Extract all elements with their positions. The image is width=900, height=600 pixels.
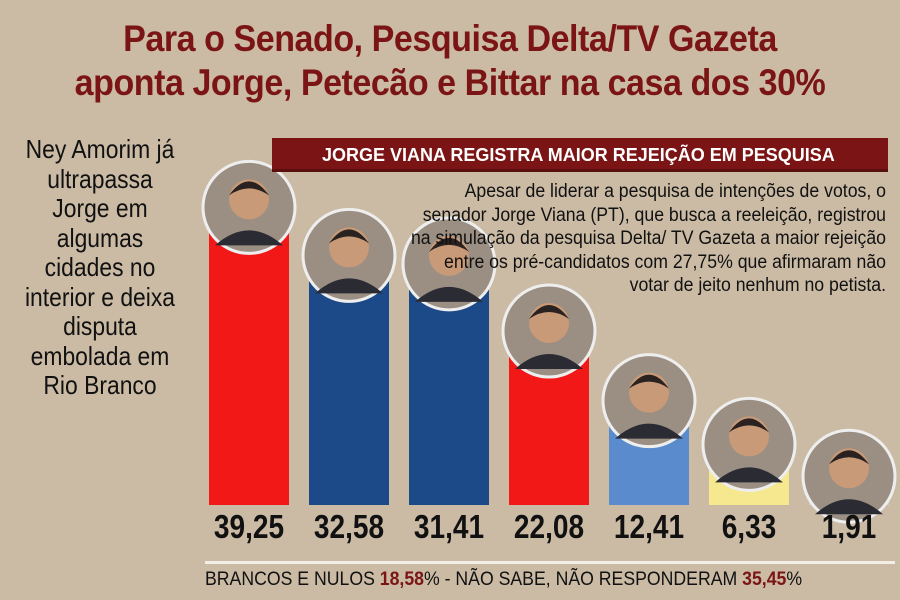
rejection-note: Apesar de liderar a pesquisa de intençõe… — [410, 181, 886, 296]
value-label: 31,41 — [413, 508, 485, 545]
value-label: 32,58 — [313, 508, 385, 545]
candidate-photo — [601, 353, 697, 449]
headline-line-1: Para o Senado, Pesquisa Delta/TV Gazeta — [123, 18, 777, 59]
value-label: 22,08 — [513, 508, 585, 545]
brancos-value: 18,58 — [379, 569, 425, 590]
brancos-label: BRANCOS E NULOS — [205, 569, 380, 590]
value-label: 39,25 — [213, 508, 285, 545]
rejection-banner: JORGE VIANA REGISTRA MAIOR REJEIÇÃO EM P… — [272, 138, 888, 172]
value-label: 12,41 — [613, 508, 685, 545]
side-text: Ney Amorim já ultrapassa Jorge em alguma… — [24, 134, 176, 400]
candidate-photo — [201, 159, 297, 255]
footer-text: BRANCOS E NULOS 18,58% - NÃO SABE, NÃO R… — [205, 569, 802, 591]
candidate-photo — [301, 207, 397, 303]
bar — [209, 207, 289, 505]
value-label: 1,91 — [821, 508, 877, 545]
candidate-photo — [701, 396, 797, 492]
candidate-photo — [401, 216, 497, 312]
headline-line-2: aponta Jorge, Petecão e Bittar na casa d… — [74, 62, 826, 103]
nao-sabe-label: % - NÃO SABE, NÃO RESPONDERAM — [424, 569, 743, 590]
percent-sign: % — [786, 569, 803, 590]
value-label: 6,33 — [721, 508, 777, 545]
divider — [205, 561, 895, 564]
nao-sabe-value: 35,45 — [742, 569, 787, 590]
candidate-photo — [801, 428, 897, 524]
candidate-photo — [501, 283, 597, 379]
